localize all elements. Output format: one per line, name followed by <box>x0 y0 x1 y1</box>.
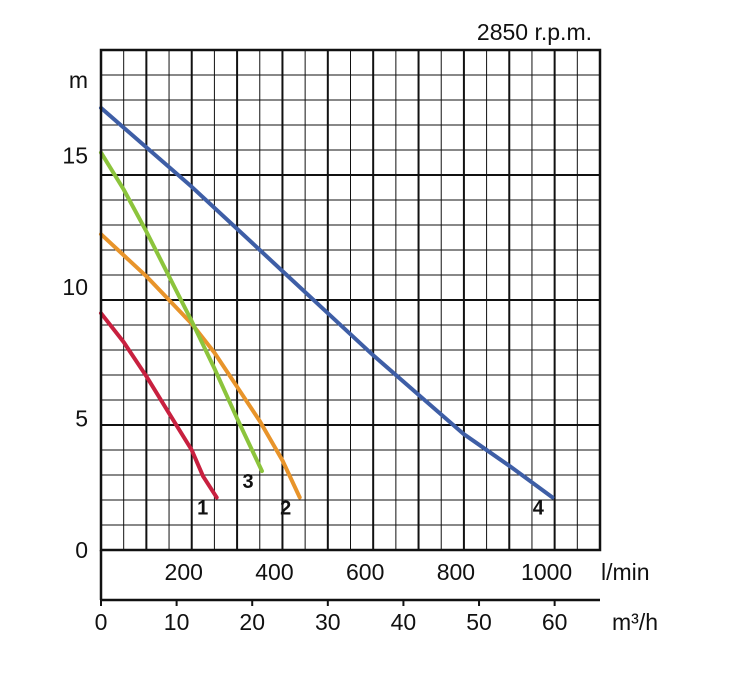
x-tick-label-secondary: 40 <box>391 609 417 635</box>
series-label-4: 4 <box>533 497 545 519</box>
x-axis-secondary-label: m³/h <box>612 609 658 635</box>
series-line-4 <box>99 105 555 500</box>
x-tick-label-secondary: 30 <box>315 609 341 635</box>
y-tick-label: 15 <box>62 142 88 168</box>
x-tick-label-secondary: 60 <box>542 609 568 635</box>
x-tick-label-primary: 400 <box>255 559 293 585</box>
x-tick-label-secondary: 50 <box>466 609 492 635</box>
x-tick-label-primary: 800 <box>437 559 475 585</box>
plot-frame <box>99 48 602 552</box>
x-tick-label-secondary: 10 <box>164 609 190 635</box>
y-tick-label: 10 <box>62 274 88 300</box>
x-tick-label-primary: 1000 <box>521 559 572 585</box>
chart-title: 2850 r.p.m. <box>477 19 592 45</box>
curves <box>99 105 555 500</box>
series-line-3 <box>99 150 264 474</box>
axes <box>99 48 602 606</box>
y-tick-label: 0 <box>75 537 88 563</box>
x-axis-primary-label: l/min <box>601 559 650 585</box>
series-label-1: 1 <box>197 497 208 519</box>
y-axis-label: m <box>69 67 88 93</box>
series-label-3: 3 <box>242 471 253 493</box>
series-line-2 <box>99 232 302 500</box>
x-tick-label-secondary: 20 <box>239 609 265 635</box>
x-tick-label-primary: 200 <box>165 559 203 585</box>
series-label-2: 2 <box>280 497 291 519</box>
x-tick-label-secondary: 0 <box>95 609 108 635</box>
x-tick-label-primary: 600 <box>346 559 384 585</box>
y-tick-label: 5 <box>75 405 88 431</box>
series-line-1 <box>99 311 219 500</box>
